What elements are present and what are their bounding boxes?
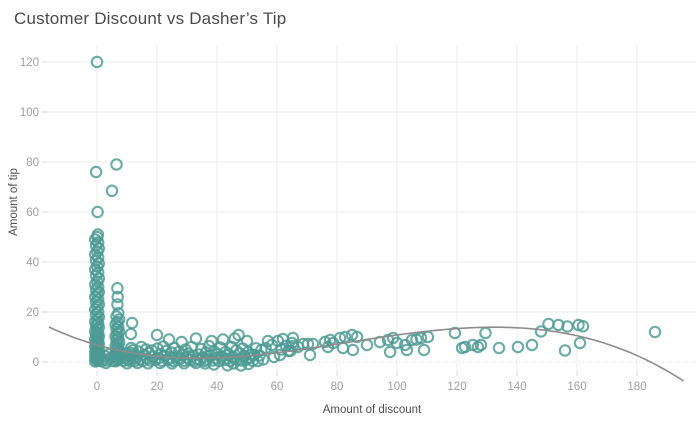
scatter-point[interactable] [141,357,155,370]
scatter-point[interactable] [511,340,525,354]
scatter-point[interactable] [390,336,404,350]
scatter-point[interactable] [89,283,103,296]
scatter-point[interactable] [89,165,103,179]
scatter-point[interactable] [479,326,492,340]
scatter-point[interactable] [91,236,105,249]
scatter-point[interactable] [242,357,255,371]
x-tick-label: 100 [387,381,406,393]
scatter-point[interactable] [91,280,105,294]
x-tick-label: 140 [507,381,526,393]
scatter-point[interactable] [111,290,124,304]
y-tick-label: 20 [26,307,39,319]
scatter-point[interactable] [534,325,548,338]
scatter-point[interactable] [207,358,221,371]
scatter-point[interactable] [110,158,123,171]
scatter-point[interactable] [421,330,435,344]
scatter-point[interactable] [525,338,539,352]
x-tick-label: 60 [271,381,284,393]
scatter-point[interactable] [112,307,125,320]
scatter-point[interactable] [91,205,104,219]
scatter-point[interactable] [414,331,428,345]
scatter-point[interactable] [91,266,105,279]
scatter-point[interactable] [542,317,555,331]
scatter-point[interactable] [383,345,397,359]
scatter-point[interactable] [221,359,234,372]
scatter-point[interactable] [576,320,590,333]
scatter-point[interactable] [153,356,167,370]
y-tick-label: 120 [20,57,39,69]
scatter-point[interactable] [648,325,662,339]
y-axis-title: Amount of tip [8,168,20,236]
x-tick-label: 120 [447,381,466,393]
x-tick-label: 40 [211,381,224,393]
scatter-point[interactable] [105,184,119,198]
scatter-point[interactable] [267,350,281,364]
scatter-point[interactable] [91,251,105,264]
scatter-point[interactable] [216,333,230,346]
scatter-point[interactable] [474,338,488,352]
scatter-point[interactable] [227,357,240,370]
scatter-point[interactable] [306,337,320,351]
scatter-point[interactable] [573,336,587,350]
scatter-point[interactable] [400,343,414,357]
scatter-point[interactable] [189,332,203,345]
y-tick-label: 60 [26,207,39,219]
y-tick-label: 40 [26,257,39,269]
scatter-point[interactable] [165,357,179,370]
x-tick-label: 160 [567,381,586,393]
scatter-point[interactable] [150,328,164,342]
scatter-point[interactable] [558,344,572,357]
scatter-point[interactable] [552,318,565,332]
x-tick-label: 180 [627,381,646,393]
scatter-point[interactable] [458,340,472,354]
scatter-point[interactable] [124,327,138,341]
chart-title: Customer Discount vs Dasher’s Tip [14,9,287,28]
scatter-point[interactable] [111,282,124,295]
scatter-point[interactable] [350,330,364,344]
x-tick-label: 0 [94,381,100,393]
scatter-point[interactable] [111,298,124,311]
scatter-point[interactable] [417,343,431,357]
scatter-point[interactable] [125,316,139,330]
scatter-point[interactable] [448,326,462,340]
scatter-point[interactable] [360,338,374,352]
scatter-point[interactable] [232,328,245,342]
x-axis-title: Amount of discount [322,404,422,416]
scatter-point[interactable] [303,348,317,362]
scatter-point[interactable] [286,331,300,345]
scatter-point[interactable] [99,356,113,370]
scatter-point[interactable] [346,343,360,357]
y-tick-label: 0 [33,357,39,369]
trend-line[interactable] [48,326,684,382]
scatter-point[interactable] [234,359,248,372]
scatter-point[interactable] [90,55,104,69]
scatter-point[interactable] [91,228,105,241]
y-tick-label: 80 [26,157,39,169]
scatter-point[interactable] [492,341,506,355]
scatter-point[interactable] [162,333,176,346]
x-tick-label: 20 [151,381,164,393]
x-tick-label: 80 [331,381,344,393]
scatter-point[interactable] [112,313,126,326]
y-tick-label: 100 [20,107,39,119]
